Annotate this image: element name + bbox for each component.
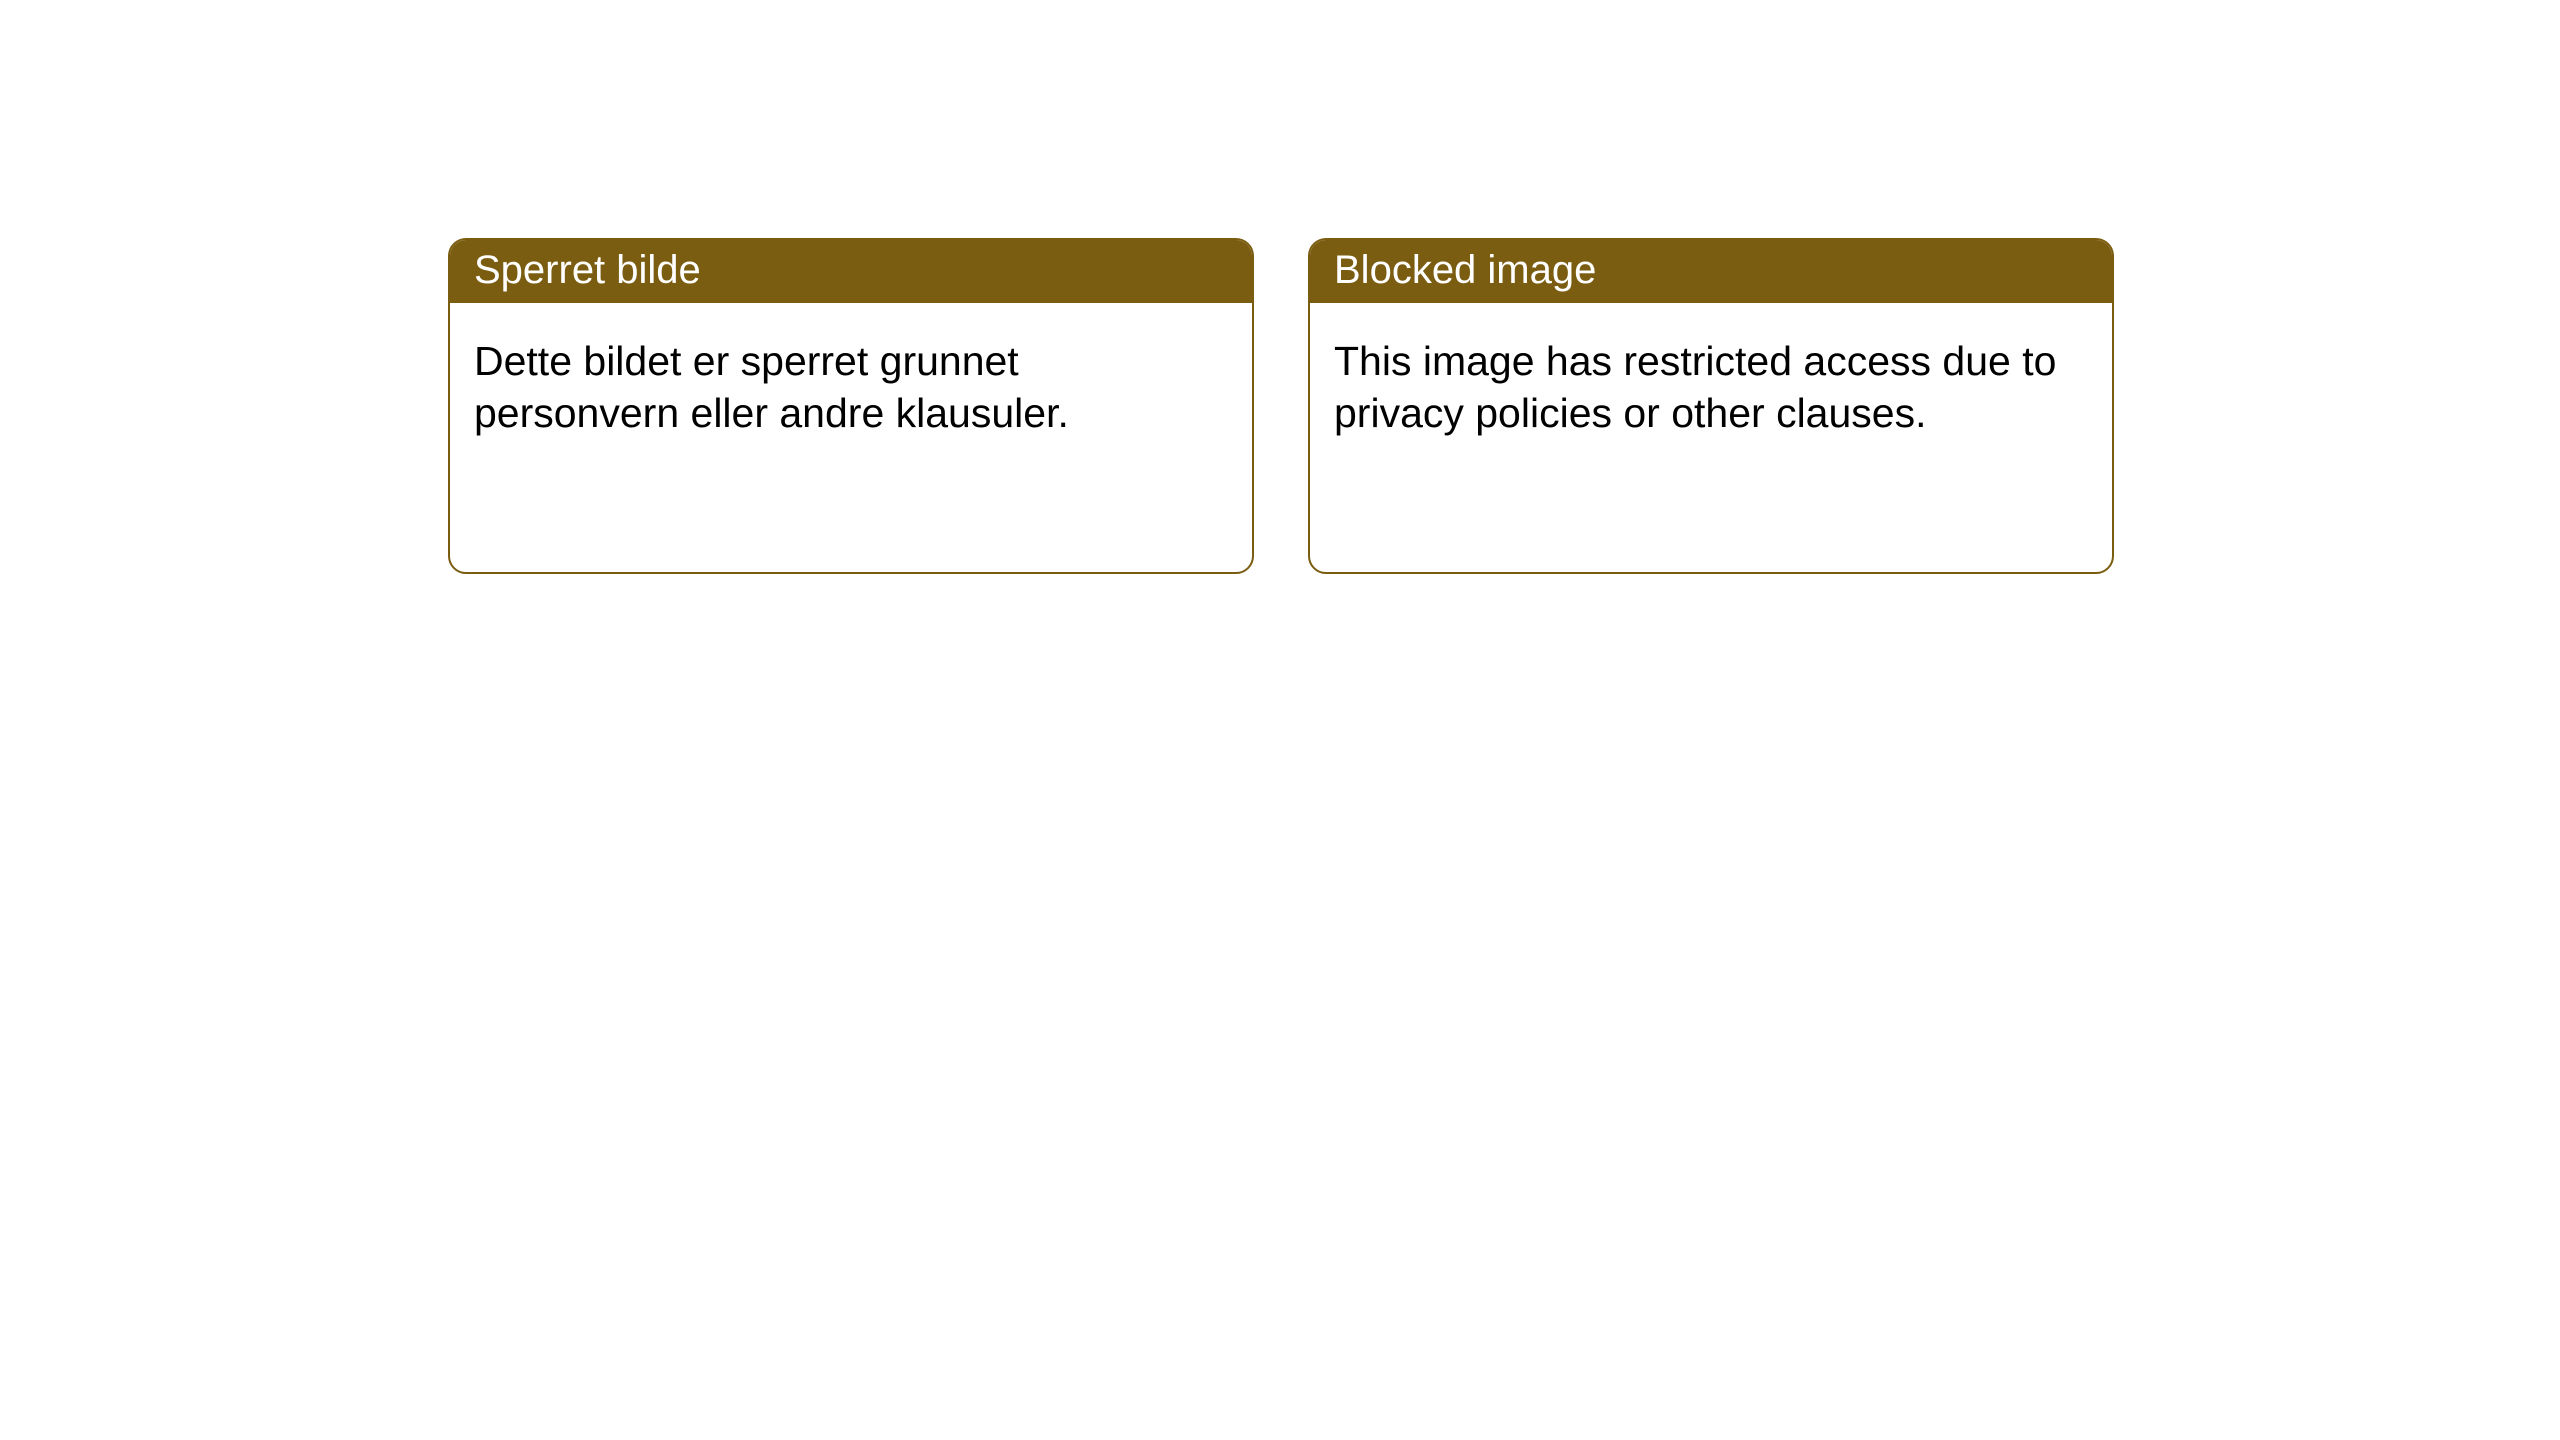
- notice-title: Sperret bilde: [450, 240, 1252, 303]
- notice-body: Dette bildet er sperret grunnet personve…: [450, 303, 1252, 463]
- notice-body: This image has restricted access due to …: [1310, 303, 2112, 463]
- notice-container: Sperret bilde Dette bildet er sperret gr…: [0, 0, 2560, 574]
- notice-card-no: Sperret bilde Dette bildet er sperret gr…: [448, 238, 1254, 574]
- notice-title: Blocked image: [1310, 240, 2112, 303]
- notice-card-en: Blocked image This image has restricted …: [1308, 238, 2114, 574]
